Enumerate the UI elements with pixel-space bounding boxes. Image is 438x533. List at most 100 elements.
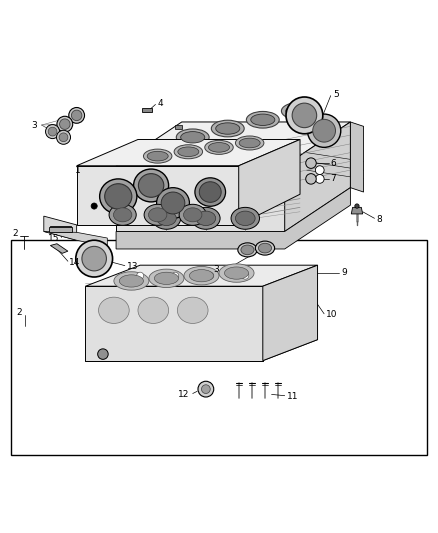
Polygon shape [351,207,363,214]
Ellipse shape [154,272,178,285]
Ellipse shape [99,297,129,324]
Bar [11,240,427,455]
Ellipse shape [225,267,249,279]
Ellipse shape [241,245,254,255]
Text: 6: 6 [331,159,336,168]
Text: 2: 2 [16,308,22,317]
Ellipse shape [176,129,209,146]
Ellipse shape [235,136,264,150]
Polygon shape [85,286,263,361]
Circle shape [292,103,317,128]
Text: 14: 14 [69,259,81,268]
Ellipse shape [109,204,136,225]
Text: 2: 2 [13,229,18,238]
Ellipse shape [144,204,171,225]
Bar [49,227,72,232]
Ellipse shape [180,132,205,143]
Circle shape [306,174,316,184]
Circle shape [137,272,144,279]
Bar [50,226,71,231]
Bar [142,108,152,112]
Circle shape [48,127,57,136]
Text: 11: 11 [287,392,298,401]
Circle shape [82,246,106,271]
Text: 12: 12 [178,390,189,399]
Polygon shape [285,122,350,231]
Circle shape [315,174,324,183]
Ellipse shape [148,208,167,222]
Bar [175,125,182,128]
Ellipse shape [208,142,230,152]
Circle shape [201,385,210,393]
Ellipse shape [196,211,215,225]
Text: 15: 15 [48,233,59,243]
Ellipse shape [205,140,233,155]
Text: 3: 3 [32,120,37,130]
Ellipse shape [216,123,240,134]
Ellipse shape [184,208,202,222]
Circle shape [286,97,323,134]
Circle shape [242,272,249,279]
Polygon shape [44,231,107,247]
Circle shape [98,349,108,359]
Circle shape [69,108,85,123]
Ellipse shape [255,241,275,255]
Circle shape [313,119,336,142]
Ellipse shape [157,211,176,225]
Ellipse shape [258,243,272,253]
Circle shape [315,166,324,174]
Text: 7: 7 [331,174,336,183]
Text: 4: 4 [158,99,163,108]
Ellipse shape [177,297,208,324]
Circle shape [172,272,179,279]
Ellipse shape [236,211,255,225]
Polygon shape [50,244,68,253]
Ellipse shape [184,266,219,285]
Ellipse shape [138,174,164,197]
Text: 5: 5 [333,90,339,99]
Text: 9: 9 [342,268,347,277]
Ellipse shape [239,138,260,148]
Ellipse shape [134,169,169,202]
Circle shape [76,240,113,277]
Polygon shape [85,265,318,286]
Text: 13: 13 [127,262,138,271]
Polygon shape [116,188,166,223]
Ellipse shape [119,275,143,287]
Ellipse shape [113,208,132,222]
Circle shape [60,119,70,130]
Ellipse shape [152,207,180,229]
Ellipse shape [114,272,149,290]
Ellipse shape [231,207,259,229]
Ellipse shape [190,270,214,282]
Text: 1: 1 [75,166,81,175]
Circle shape [59,133,68,142]
Ellipse shape [199,182,221,203]
Polygon shape [116,122,350,166]
Polygon shape [77,166,239,225]
Ellipse shape [251,114,275,125]
Ellipse shape [211,120,244,137]
Ellipse shape [219,264,254,282]
Ellipse shape [246,111,279,128]
Circle shape [46,125,60,139]
Circle shape [57,116,73,132]
Circle shape [71,110,82,120]
Polygon shape [239,140,300,225]
Ellipse shape [157,188,190,219]
Text: 10: 10 [326,310,338,319]
Circle shape [307,114,341,147]
Circle shape [355,204,359,208]
Polygon shape [77,140,300,166]
Ellipse shape [238,243,257,257]
Ellipse shape [174,145,203,159]
Circle shape [306,158,316,168]
Circle shape [91,203,97,209]
Polygon shape [44,216,77,240]
Ellipse shape [191,207,220,229]
Polygon shape [116,166,285,231]
Circle shape [198,381,214,397]
Ellipse shape [143,149,172,163]
Polygon shape [116,188,350,249]
Circle shape [57,130,71,144]
